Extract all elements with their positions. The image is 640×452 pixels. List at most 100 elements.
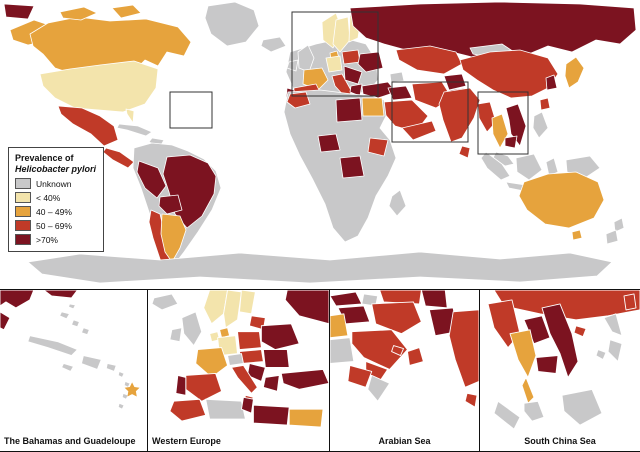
legend-item-lt40: < 40% bbox=[15, 192, 97, 203]
region-p4-borneo bbox=[561, 388, 603, 426]
region-africa bbox=[283, 89, 397, 243]
region-florida bbox=[125, 108, 135, 124]
region-p2-alps bbox=[227, 353, 244, 366]
inset-box-europe bbox=[291, 11, 379, 97]
region-argentina bbox=[160, 213, 187, 263]
region-p2-turkey bbox=[280, 369, 329, 390]
region-madagascar bbox=[388, 189, 407, 217]
world-map bbox=[4, 1, 637, 284]
region-p2-ireland bbox=[169, 327, 183, 343]
region-p1-bahamas bbox=[68, 303, 76, 310]
region-p2-italy bbox=[231, 365, 258, 394]
region-p1-land-nw bbox=[0, 290, 35, 309]
region-p1-jamaica bbox=[61, 363, 74, 372]
region-thailand bbox=[491, 113, 509, 149]
region-korea bbox=[545, 74, 558, 91]
region-canada bbox=[29, 16, 192, 79]
region-balkans bbox=[343, 65, 363, 85]
region-p3-oman bbox=[407, 347, 424, 366]
region-caucasus bbox=[389, 71, 405, 83]
region-p3-turkey bbox=[330, 291, 363, 307]
legend-swatch-lt40 bbox=[15, 192, 31, 203]
region-p4-philippines bbox=[603, 313, 623, 337]
region-p3-sri-lanka bbox=[464, 392, 478, 408]
region-nigeria bbox=[317, 133, 341, 153]
region-p4-vietnam bbox=[541, 303, 579, 378]
region-arctic-islands bbox=[111, 4, 142, 19]
region-tasmania bbox=[571, 229, 583, 241]
region-p1-cuba bbox=[27, 335, 78, 356]
region-p4-malaysia bbox=[523, 400, 545, 422]
inset-panel-arabian-sea: Arabian Sea bbox=[330, 290, 480, 451]
region-p2-algeria bbox=[205, 398, 246, 420]
region-p2-poland bbox=[237, 331, 262, 351]
region-malaysia bbox=[492, 151, 515, 167]
region-p2-sweden bbox=[223, 290, 242, 329]
region-australia bbox=[518, 171, 605, 229]
region-borneo bbox=[515, 153, 543, 181]
region-p3-gulf-states bbox=[391, 345, 404, 356]
region-p2-norway bbox=[203, 290, 229, 325]
region-p1-bahamas bbox=[80, 327, 90, 336]
region-russia bbox=[349, 1, 637, 59]
region-central-america bbox=[102, 147, 135, 169]
legend-item-40-49: 40 – 49% bbox=[15, 206, 97, 217]
region-antarctica bbox=[27, 251, 613, 284]
region-p1-antilles bbox=[117, 402, 125, 410]
region-ethiopia bbox=[367, 137, 389, 157]
legend-swatch-gt70 bbox=[15, 234, 31, 245]
region-p2-libya bbox=[252, 404, 290, 426]
region-p1-land-n bbox=[43, 290, 78, 299]
region-p2-tunisia bbox=[241, 396, 254, 414]
region-p3-central-asia bbox=[379, 290, 422, 305]
region-p1-antilles bbox=[121, 392, 129, 400]
legend-label-gt70: >70% bbox=[36, 234, 58, 245]
region-p4-sumatra bbox=[493, 400, 521, 430]
inset-label-arabian-sea: Arabian Sea bbox=[330, 433, 479, 451]
region-india bbox=[438, 87, 481, 143]
region-myanmar bbox=[477, 101, 497, 133]
region-p2-spain bbox=[185, 372, 223, 402]
region-p4-philippines bbox=[595, 349, 607, 361]
region-p2-france bbox=[195, 347, 229, 378]
legend-label-40-49: 40 – 49% bbox=[36, 206, 72, 217]
region-iraq-syria bbox=[387, 85, 413, 101]
region-p3-afghanistan bbox=[420, 290, 448, 309]
region-p4-philippines bbox=[607, 339, 623, 363]
inset-map-south-china-sea bbox=[487, 290, 640, 430]
region-p3-sudan bbox=[330, 337, 355, 364]
inset-box-south-china-sea bbox=[477, 91, 529, 155]
inset-panel-western-europe: Western Europe bbox=[148, 290, 330, 451]
region-p1-land-w bbox=[0, 311, 11, 331]
region-peru bbox=[136, 160, 167, 199]
region-yemen-oman bbox=[401, 120, 437, 141]
region-bolivia bbox=[158, 194, 183, 215]
legend-label-50-69: 50 – 69% bbox=[36, 220, 72, 231]
region-germany bbox=[325, 55, 343, 73]
region-p1-guadeloupe bbox=[124, 382, 140, 397]
region-p3-ethiopia bbox=[347, 365, 373, 388]
region-china bbox=[459, 49, 559, 99]
inset-box-caribbean bbox=[169, 91, 213, 129]
region-sumatra bbox=[480, 151, 511, 181]
inset-map-arabian-sea bbox=[330, 290, 479, 408]
region-p2-egypt bbox=[288, 408, 324, 428]
region-p2-morocco bbox=[169, 398, 207, 422]
region-taiwan bbox=[539, 97, 551, 111]
region-p2-portugal bbox=[175, 374, 187, 396]
region-drc bbox=[339, 155, 365, 179]
inset-panels-row: The Bahamas and Guadeloupe bbox=[0, 289, 640, 452]
region-p3-egypt bbox=[330, 313, 349, 339]
legend-title-line2: Helicobacter pylori bbox=[15, 164, 97, 174]
region-ukraine bbox=[357, 51, 384, 73]
region-vietnam bbox=[505, 103, 527, 147]
region-p1-bahamas bbox=[59, 311, 70, 320]
legend-swatch-50-69 bbox=[15, 220, 31, 231]
region-p4-hainan bbox=[573, 325, 587, 338]
legend-item-gt70: >70% bbox=[15, 234, 97, 245]
region-poland bbox=[341, 49, 361, 65]
region-p1-antilles bbox=[123, 380, 131, 388]
region-p1-puerto-rico bbox=[105, 363, 117, 372]
region-uk bbox=[297, 44, 315, 73]
